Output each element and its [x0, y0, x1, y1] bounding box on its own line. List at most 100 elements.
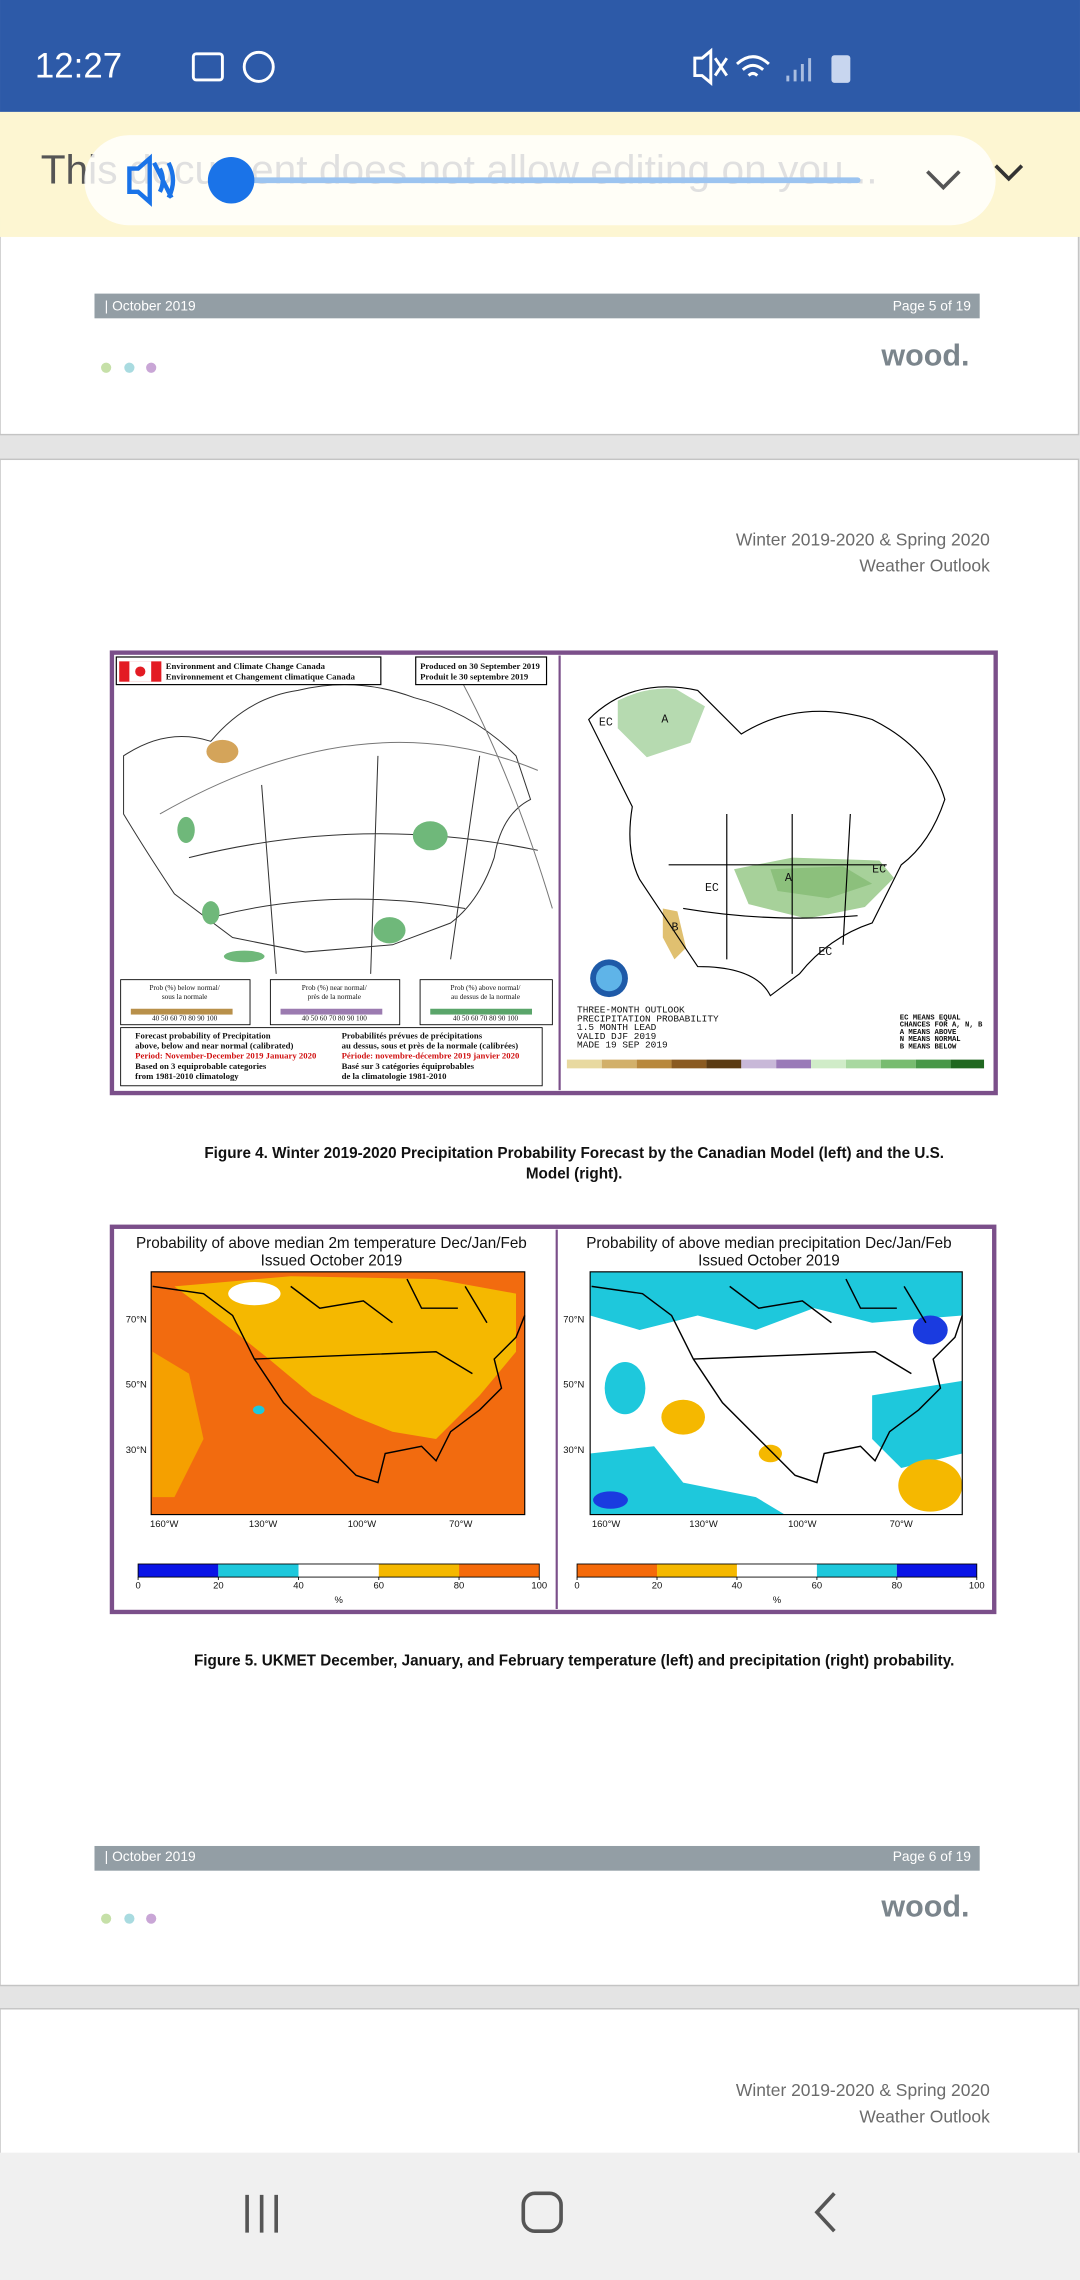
colorbar-label: 20 [213, 1580, 224, 1591]
page-header: Winter 2019-2020 & Spring 2020 [736, 529, 990, 549]
ellipse [604, 1361, 646, 1415]
map-frame [589, 1271, 963, 1516]
produced-date: Produit le 30 septembre 2019 [420, 671, 529, 681]
lon-label: 160°W [592, 1519, 621, 1530]
lon-label: 70°W [890, 1519, 913, 1530]
ellipse [758, 1444, 783, 1463]
circle [242, 50, 275, 83]
polygon [152, 1351, 204, 1498]
recents-button[interactable] [245, 2194, 279, 2233]
rect [430, 1008, 533, 1015]
legend-label: près de la normale [308, 993, 361, 1001]
map-note: Probabilités prévues de précipitations [342, 1030, 483, 1040]
rect [601, 1059, 637, 1069]
outlook-text: VALID DJF 2019 [577, 1031, 657, 1042]
lon-label: 100°W [348, 1519, 377, 1530]
status-icons [191, 47, 851, 86]
lat-label: 30°N [563, 1445, 584, 1456]
ellipse [898, 1459, 963, 1512]
path [450, 661, 553, 909]
lat-label: 70°N [563, 1314, 584, 1325]
panel-title: Probability of above median 2m temperatu… [136, 1235, 527, 1252]
panel-title: Probability of above median precipitatio… [586, 1235, 951, 1252]
rect [706, 1059, 742, 1069]
colorbar-label: 60 [812, 1580, 823, 1591]
colorbar-segment [218, 1563, 299, 1578]
polygon [590, 1446, 785, 1515]
navigation-bar [0, 2152, 1080, 2280]
colorbar-segment [138, 1563, 219, 1578]
circle [101, 1913, 112, 1924]
expand-volume[interactable] [926, 170, 961, 191]
legend-label: Prob (%) above normal/ [451, 984, 522, 992]
colorbar-frame [137, 1563, 540, 1578]
precipitation-coastline [591, 1278, 963, 1484]
temperature-fields [152, 1276, 517, 1498]
path [587, 686, 946, 997]
legend-label: Prob (%) below normal/ [149, 984, 220, 992]
rect [741, 1059, 777, 1069]
colorbar-label: 80 [892, 1580, 903, 1591]
rect [776, 1059, 812, 1069]
legend-swatches [130, 1008, 533, 1015]
map-label: A [785, 872, 792, 885]
colorbar-unit: % [773, 1595, 782, 1606]
panel-title: Issued October 2019 [261, 1253, 403, 1270]
page-5 [0, 217, 1080, 436]
status-bar [0, 0, 1080, 112]
path [668, 813, 887, 974]
noaa-outline [587, 686, 946, 997]
legend-scale: 40 50 60 70 80 90 100 [453, 1015, 519, 1023]
map-label: EC [872, 863, 886, 876]
map-label: EC [818, 946, 832, 959]
agency: Environment and Climate Change Canada [166, 661, 326, 671]
back-button[interactable] [814, 2192, 836, 2233]
canada-anomalies [177, 739, 448, 963]
legend-label: au dessus de la normale [451, 993, 520, 1001]
volume-knob[interactable] [207, 156, 255, 204]
ellipse [223, 950, 265, 963]
outlook-text: 1.5 MONTH LEAD [577, 1022, 657, 1033]
colorbar-unit: % [334, 1595, 343, 1606]
outlook-text: MADE 19 SEP 2019 [577, 1040, 668, 1051]
clock: 12:27 [35, 47, 122, 86]
polygon [872, 1380, 963, 1469]
figure-caption: Model (right). [526, 1165, 623, 1182]
colorbar-label: 20 [652, 1580, 663, 1591]
ellipse [373, 917, 406, 944]
circle [146, 362, 157, 373]
outlook-key: EC MEANS EQUAL [900, 1014, 961, 1022]
map-note: Based on 3 equiprobable categories [135, 1061, 267, 1071]
outlook-key: N MEANS NORMAL [900, 1036, 961, 1044]
map-label: EC [599, 716, 613, 729]
map-note: Forecast probability of Precipitation [135, 1030, 271, 1040]
path [188, 755, 538, 974]
ellipse [177, 816, 195, 844]
circle [124, 362, 135, 373]
outlook-key: A MEANS ABOVE [900, 1029, 957, 1037]
banner-expand[interactable] [994, 164, 1024, 182]
rect [880, 1059, 916, 1069]
figure-caption: Figure 4. Winter 2019-2020 Precipitation… [204, 1145, 944, 1162]
footer-logo: wood. [880, 1890, 969, 1924]
ellipse [912, 1315, 948, 1345]
panel-title: Issued October 2019 [698, 1253, 840, 1270]
home-button[interactable] [521, 2191, 563, 2233]
colorbar-segment [657, 1563, 737, 1578]
rect [831, 55, 851, 83]
ellipse [202, 901, 220, 925]
mute-icon[interactable] [127, 153, 176, 207]
polygon [174, 1276, 517, 1439]
footer-date: | October 2019 [105, 298, 196, 313]
map-note: from 1981-2010 climatology [135, 1071, 239, 1081]
legend-scale: 40 50 60 70 80 90 100 [302, 1015, 368, 1023]
rect [845, 1059, 881, 1069]
path [617, 688, 705, 758]
rect [915, 1059, 951, 1069]
lon-label: 100°W [788, 1519, 817, 1530]
polygon [590, 1271, 963, 1330]
rect [130, 1008, 233, 1015]
colorbar-label: 100 [531, 1580, 547, 1591]
